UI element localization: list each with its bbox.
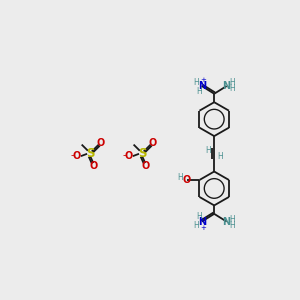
Text: H: H xyxy=(229,84,235,93)
Text: -: - xyxy=(70,150,74,160)
Text: O: O xyxy=(89,161,98,171)
Text: S: S xyxy=(138,146,146,160)
Text: H: H xyxy=(229,215,235,224)
Text: N: N xyxy=(223,81,231,91)
Text: O: O xyxy=(141,161,149,171)
Text: H: H xyxy=(229,221,235,230)
Text: O: O xyxy=(96,138,104,148)
Text: H: H xyxy=(194,221,199,230)
Text: N: N xyxy=(223,217,231,226)
Text: H: H xyxy=(229,78,235,87)
Text: O: O xyxy=(183,175,191,185)
Text: S: S xyxy=(86,146,94,160)
Text: O: O xyxy=(148,138,156,148)
Text: N: N xyxy=(198,217,206,226)
Text: H: H xyxy=(194,78,199,87)
Text: H: H xyxy=(205,146,211,155)
Text: H: H xyxy=(177,173,183,182)
Text: O: O xyxy=(73,151,81,161)
Text: H: H xyxy=(218,152,223,161)
Text: +: + xyxy=(200,226,206,232)
Text: O: O xyxy=(125,151,133,161)
Text: +: + xyxy=(200,77,206,83)
Text: N: N xyxy=(198,81,206,91)
Text: H: H xyxy=(196,87,202,96)
Text: -: - xyxy=(122,150,126,160)
Text: H: H xyxy=(196,212,202,221)
